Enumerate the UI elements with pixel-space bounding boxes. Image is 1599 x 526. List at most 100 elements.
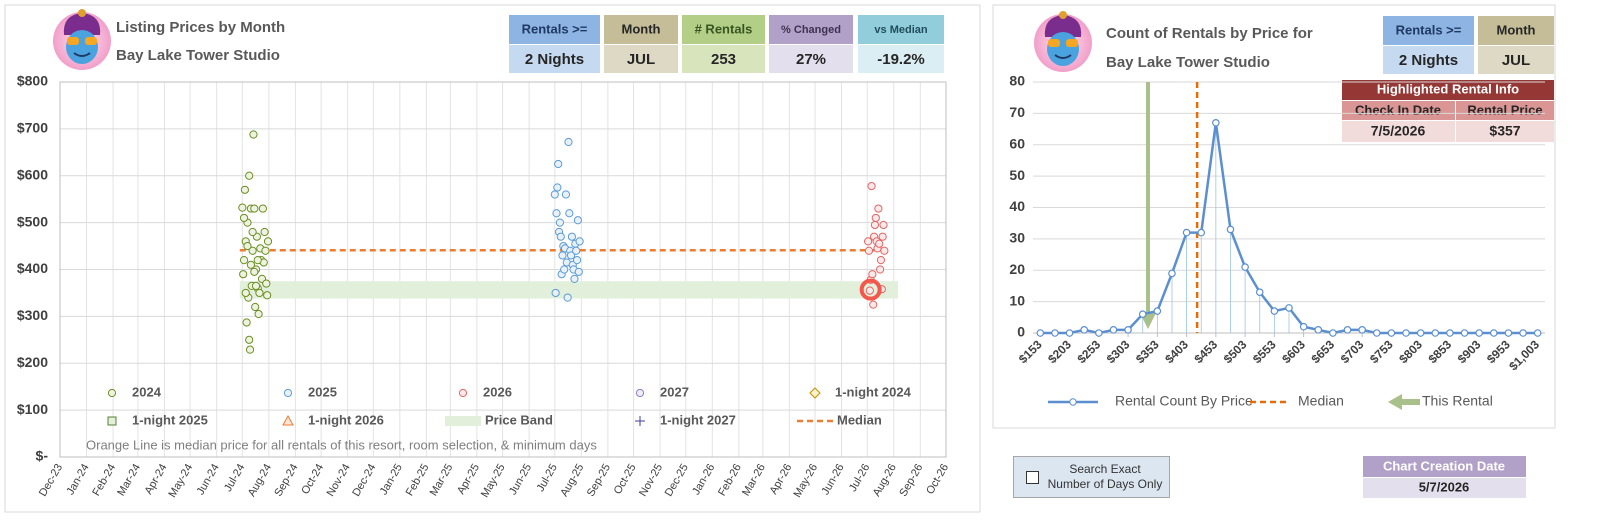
header-cell bbox=[1342, 101, 1455, 120]
point bbox=[250, 267, 259, 276]
point bbox=[874, 204, 883, 213]
creation-value-cell bbox=[1363, 478, 1526, 498]
point bbox=[1314, 326, 1323, 334]
point bbox=[248, 227, 257, 237]
point bbox=[1446, 329, 1454, 337]
y-tick-label: 70 bbox=[1009, 104, 1025, 120]
y-tick-label: $400 bbox=[17, 260, 48, 276]
point bbox=[575, 237, 584, 246]
legend-marker bbox=[107, 388, 117, 398]
stat-label: Month bbox=[622, 21, 661, 36]
exact-days-checkbox[interactable]: Search Exact Number of Days Only bbox=[1013, 456, 1170, 498]
chart-note: Orange Line is median price for all rent… bbox=[86, 437, 597, 452]
point bbox=[251, 302, 260, 312]
legend-marker bbox=[445, 416, 481, 426]
legend-marker bbox=[635, 416, 645, 426]
creation-date: Chart Creation Date 5/7/2026 bbox=[1363, 456, 1526, 498]
point bbox=[555, 218, 565, 227]
stat-value-cell bbox=[509, 45, 600, 73]
table-header: Rental Price bbox=[1467, 102, 1542, 117]
point bbox=[239, 256, 249, 265]
point bbox=[245, 335, 254, 344]
highlight-table: Highlighted Rental Info Check In Date Re… bbox=[1342, 80, 1554, 142]
value-cell bbox=[1456, 121, 1554, 142]
point bbox=[876, 256, 886, 265]
legend-marker bbox=[635, 388, 645, 398]
checkbox-label: Search Exact Number of Days Only bbox=[1047, 462, 1163, 491]
y-tick-label: 0 bbox=[1017, 324, 1025, 340]
point bbox=[240, 185, 250, 194]
point bbox=[241, 288, 250, 298]
creation-label-cell bbox=[1363, 456, 1526, 477]
point bbox=[242, 318, 251, 327]
stat-label: % Changed bbox=[781, 24, 841, 36]
point bbox=[1416, 329, 1425, 337]
point bbox=[1490, 329, 1498, 337]
point bbox=[875, 239, 884, 248]
point bbox=[879, 220, 888, 230]
point bbox=[572, 246, 581, 255]
y-tick-label: 50 bbox=[1009, 167, 1025, 183]
y-tick-label: 80 bbox=[1009, 73, 1025, 89]
stat-value: -19.2% bbox=[877, 51, 925, 68]
stat-value: 2 Nights bbox=[1399, 52, 1458, 69]
point bbox=[251, 281, 261, 291]
point bbox=[1358, 326, 1366, 334]
point bbox=[560, 265, 569, 274]
point bbox=[255, 288, 264, 298]
point bbox=[1504, 329, 1513, 337]
table-value: 7/5/2026 bbox=[1371, 123, 1426, 139]
point bbox=[878, 232, 887, 241]
chart-title: Listing Prices by Month bbox=[116, 19, 285, 36]
legend-label: 1-night 2025 bbox=[132, 412, 208, 427]
right-panel bbox=[992, 4, 1556, 429]
point bbox=[1255, 288, 1264, 297]
point bbox=[570, 274, 579, 283]
legend-label: 2024 bbox=[132, 384, 162, 399]
point bbox=[248, 246, 257, 255]
point bbox=[1460, 329, 1469, 337]
y-tick-label: $100 bbox=[17, 401, 48, 417]
point bbox=[254, 309, 263, 319]
stat-header-cell bbox=[509, 15, 600, 44]
point bbox=[263, 291, 272, 300]
legend-label: 2025 bbox=[308, 384, 337, 399]
point bbox=[558, 251, 567, 260]
point bbox=[867, 181, 876, 191]
chart-subtitle: Bay Lake Tower Studio bbox=[116, 47, 280, 64]
legend-label: Rental Count By Price bbox=[1115, 393, 1253, 409]
point bbox=[1138, 310, 1147, 318]
legend-marker bbox=[107, 416, 117, 426]
legend-label: Price Band bbox=[485, 412, 553, 427]
stat-value: 253 bbox=[711, 51, 736, 68]
legend-label: Median bbox=[1298, 393, 1344, 409]
value-cell bbox=[1342, 121, 1455, 142]
point bbox=[561, 190, 571, 199]
stat-label: Rentals >= bbox=[522, 21, 588, 36]
point bbox=[1431, 329, 1440, 337]
stat-header-cell bbox=[858, 15, 944, 44]
chart-title: Count of Rentals by Price for bbox=[1106, 25, 1313, 42]
point bbox=[552, 209, 561, 218]
stat-header-cell bbox=[1383, 16, 1474, 45]
y-tick-label: 10 bbox=[1009, 292, 1025, 308]
point bbox=[262, 279, 271, 288]
stat-value-cell bbox=[604, 45, 678, 73]
point bbox=[238, 203, 247, 212]
point bbox=[1387, 329, 1396, 337]
table-value: $357 bbox=[1489, 123, 1520, 139]
creation-label: Chart Creation Date bbox=[1383, 458, 1505, 473]
y-tick-label: 60 bbox=[1009, 135, 1025, 151]
legend-marker bbox=[283, 388, 293, 398]
point bbox=[1241, 263, 1249, 271]
point bbox=[573, 216, 583, 225]
point bbox=[1197, 228, 1206, 237]
point bbox=[1109, 326, 1118, 334]
legend-label: 1-night 2026 bbox=[308, 412, 384, 427]
point bbox=[880, 246, 889, 255]
point bbox=[864, 246, 874, 255]
table-header: Check In Date bbox=[1355, 102, 1441, 117]
checkbox[interactable] bbox=[1026, 470, 1039, 484]
highlight-ring bbox=[859, 278, 882, 301]
legend-label: 2027 bbox=[660, 384, 689, 399]
